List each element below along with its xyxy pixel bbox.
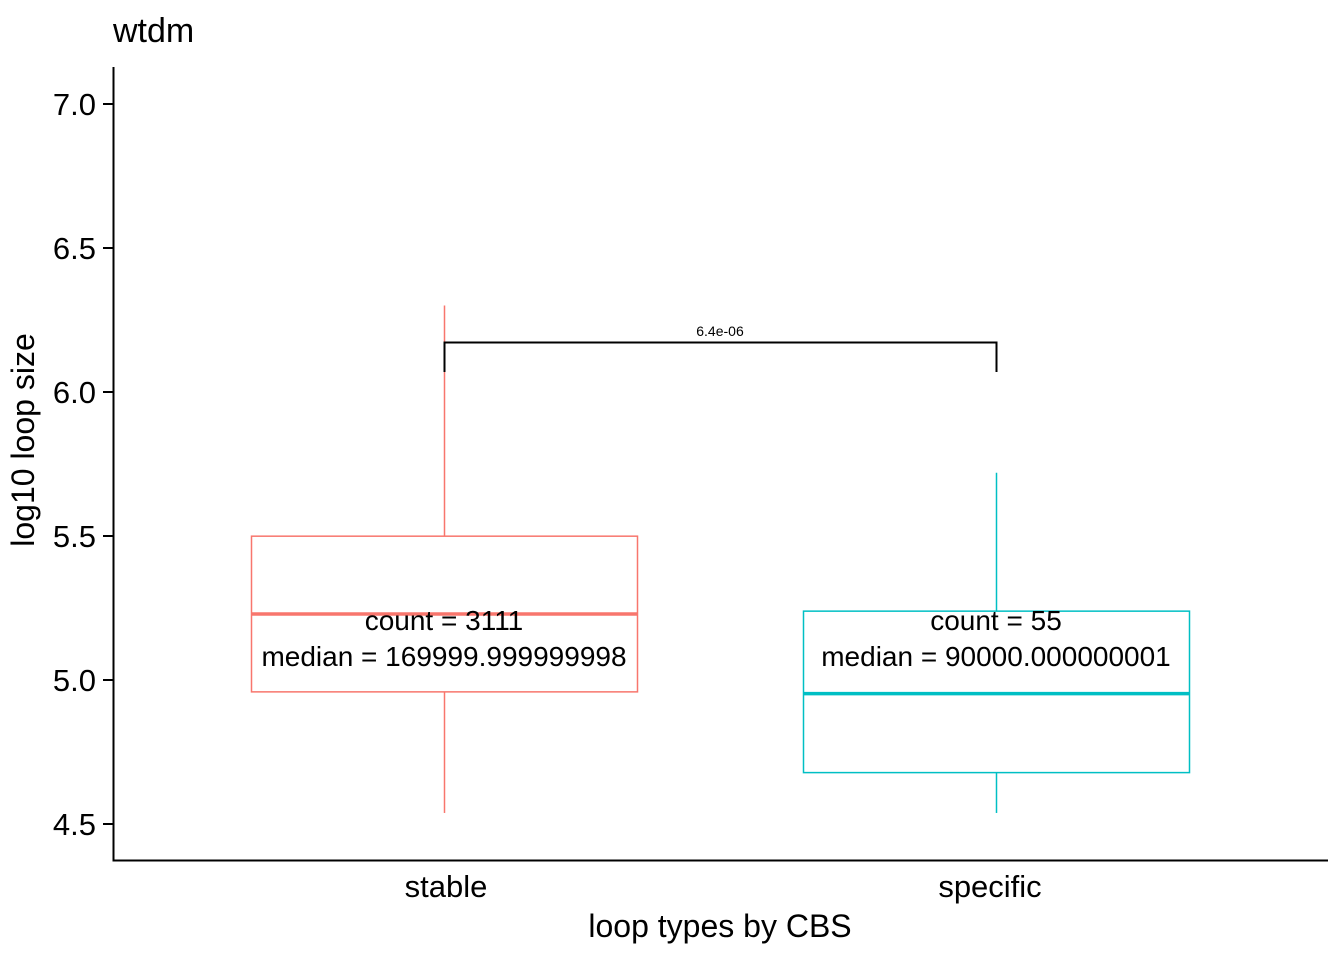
p-value-label: 6.4e-06 [696,323,744,339]
x-axis-title: loop types by CBS [588,908,851,944]
x-category-label-specific: specific [938,869,1041,904]
y-tick-label: 6.0 [53,375,96,410]
y-axis: 7.0 6.5 6.0 5.5 5.0 4.5 [53,67,115,862]
boxplots-layer [250,305,1191,813]
specific-median-label: median = 90000.000000001 [821,641,1171,672]
y-tick-label: 7.0 [53,87,96,122]
y-tick-label: 6.5 [53,231,96,266]
specific-count-label: count = 55 [930,605,1062,636]
x-category-label-stable: stable [405,869,488,904]
stable-median-label: median = 169999.999999998 [261,641,626,672]
y-tick-label: 5.5 [53,519,96,554]
y-axis-title: log10 loop size [5,333,41,546]
chart-title: wtdm [112,12,194,50]
y-tick-label: 5.0 [53,663,96,698]
y-tick-label: 4.5 [53,807,96,842]
significance-bracket [443,341,998,372]
stable-count-label: count = 3111 [365,605,524,636]
